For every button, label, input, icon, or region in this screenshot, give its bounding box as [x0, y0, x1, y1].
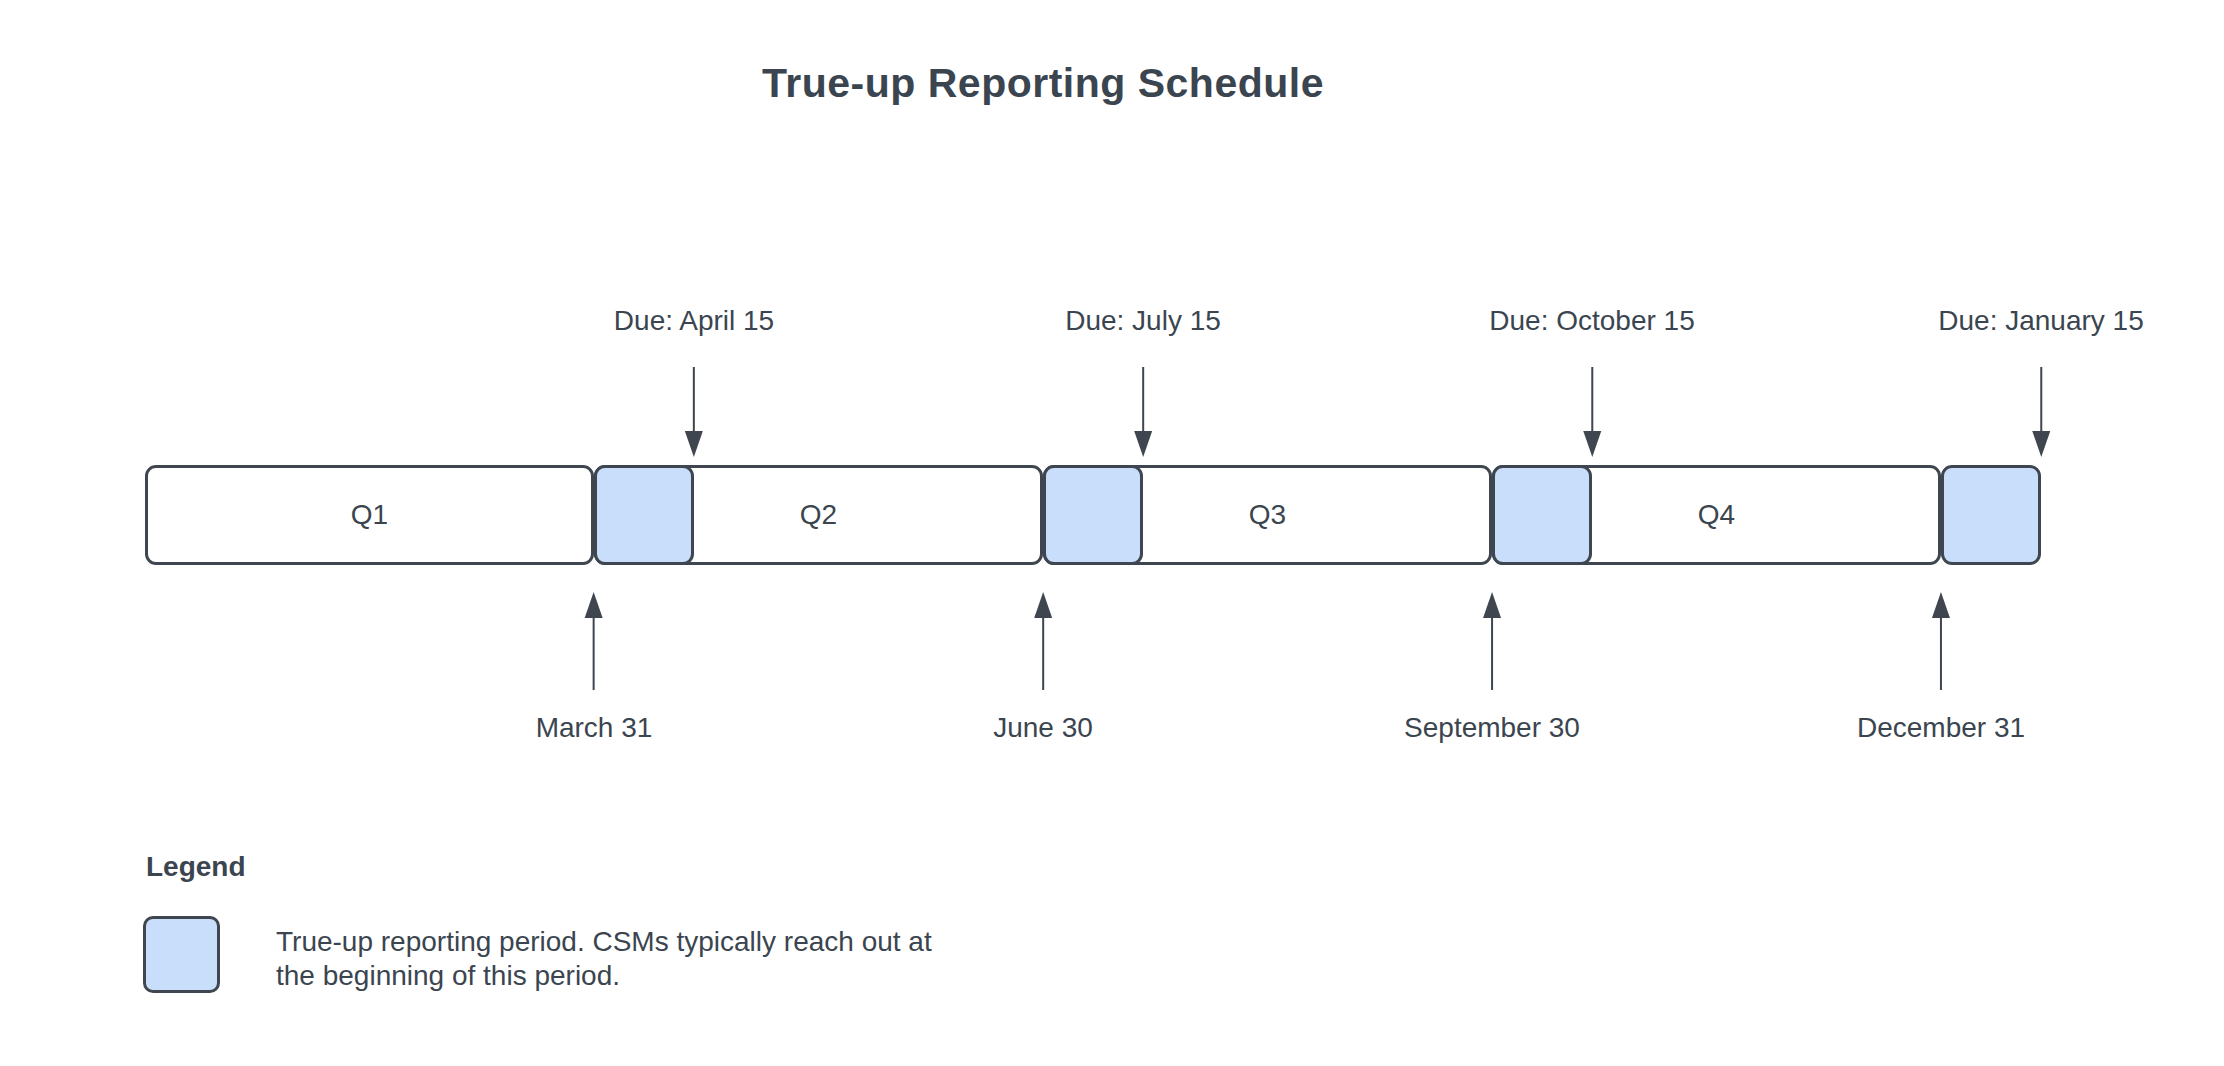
- arrow-down-icon: [685, 431, 703, 457]
- quarter-end-label: September 30: [1404, 711, 1580, 745]
- quarter-end-label: December 31: [1857, 711, 2025, 745]
- arrow-up-icon: [1932, 592, 1950, 618]
- timeline-bar: Q1 Q2 Q3 Q4: [145, 465, 2041, 565]
- quarter-label: Q1: [351, 499, 388, 531]
- legend-heading: Legend: [146, 851, 246, 883]
- arrow-up-icon: [1034, 592, 1052, 618]
- due-date-label: Due: January 15: [1938, 304, 2143, 338]
- arrow-shaft: [593, 618, 595, 690]
- arrow-up-icon: [1483, 592, 1501, 618]
- arrow-shaft: [2040, 367, 2042, 431]
- quarter-label: Q2: [800, 499, 837, 531]
- due-date-label: Due: July 15: [1065, 304, 1221, 338]
- page-title: True-up Reporting Schedule: [762, 60, 1324, 107]
- quarter-box-q1: Q1: [145, 465, 594, 565]
- quarter-end-marker-q3: September 30: [1404, 592, 1580, 745]
- quarter-end-label: March 31: [536, 711, 653, 745]
- due-date-label: Due: October 15: [1489, 304, 1694, 338]
- trueup-period-box-q2: [1043, 465, 1143, 565]
- legend-item-text: True-up reporting period. CSMs typically…: [276, 925, 966, 993]
- arrow-up-icon: [585, 592, 603, 618]
- quarter-end-marker-q4: December 31: [1857, 592, 2025, 745]
- diagram-canvas: True-up Reporting Schedule Q1 Q2 Q3 Q4 D…: [0, 0, 2224, 1066]
- due-date-marker-q4: Due: January 15: [1938, 304, 2143, 457]
- arrow-shaft: [693, 367, 695, 431]
- quarter-label: Q4: [1698, 499, 1735, 531]
- arrow-shaft: [1940, 618, 1942, 690]
- arrow-down-icon: [1583, 431, 1601, 457]
- quarter-end-label: June 30: [993, 711, 1093, 745]
- arrow-shaft: [1042, 618, 1044, 690]
- quarter-end-marker-q1: March 31: [536, 592, 653, 745]
- arrow-down-icon: [1134, 431, 1152, 457]
- due-date-marker-q3: Due: October 15: [1489, 304, 1694, 457]
- due-date-marker-q2: Due: July 15: [1065, 304, 1221, 457]
- arrow-down-icon: [2032, 431, 2050, 457]
- quarter-end-marker-q2: June 30: [993, 592, 1093, 745]
- trueup-period-box-q4: [1941, 465, 2041, 565]
- arrow-shaft: [1491, 618, 1493, 690]
- quarter-label: Q3: [1249, 499, 1286, 531]
- trueup-period-box-q1: [594, 465, 694, 565]
- trueup-period-box-q3: [1492, 465, 1592, 565]
- due-date-marker-q1: Due: April 15: [614, 304, 774, 457]
- due-date-label: Due: April 15: [614, 304, 774, 338]
- arrow-shaft: [1591, 367, 1593, 431]
- arrow-shaft: [1142, 367, 1144, 431]
- true-up-period-swatch: [143, 916, 220, 993]
